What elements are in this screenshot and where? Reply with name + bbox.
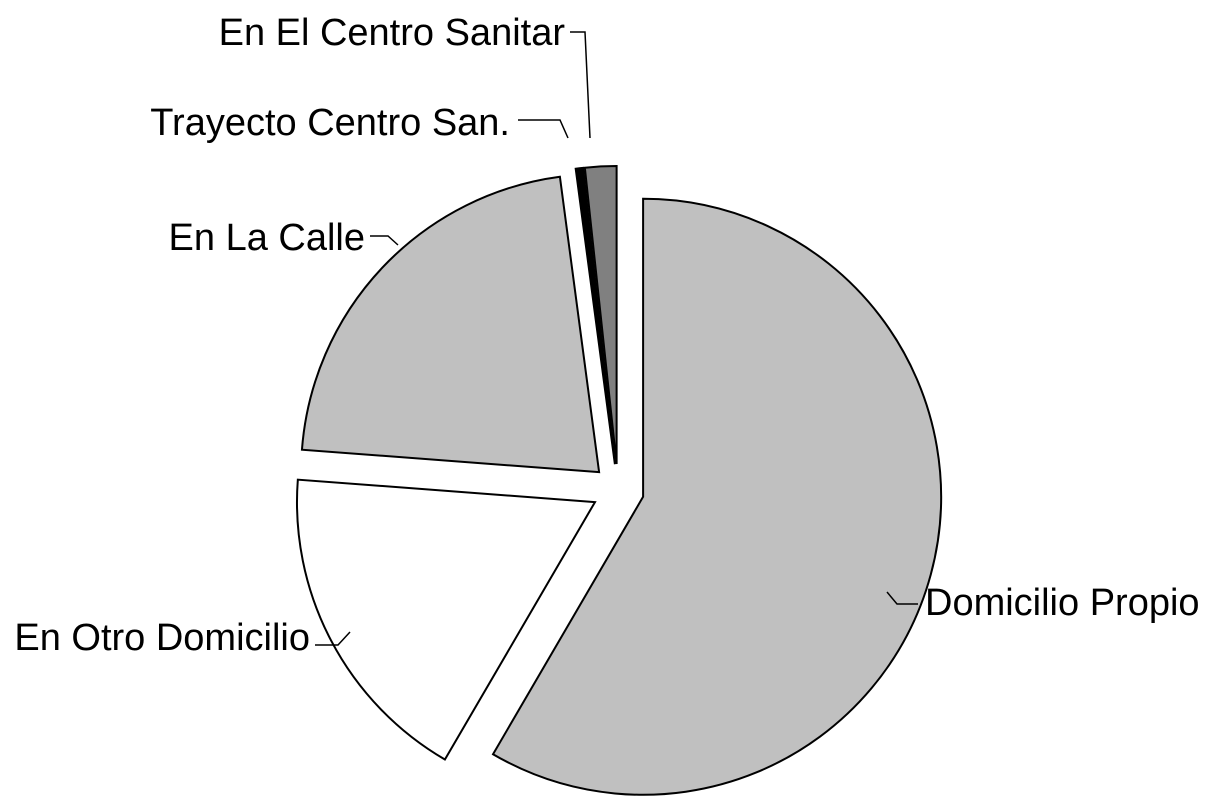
pie-slice [296, 478, 597, 761]
leader-line [518, 119, 569, 139]
slice-label: En La Calle [169, 217, 365, 259]
pie-slice [491, 197, 943, 796]
pie-slice [574, 166, 616, 465]
slice-label: En Otro Domicilio [14, 617, 310, 659]
slice-label: Trayecto Centro San. [150, 102, 510, 144]
leader-line [315, 631, 351, 646]
leader-line [886, 591, 918, 605]
slice-label: Domicilio Propio [925, 582, 1200, 624]
pie-slice [300, 175, 601, 474]
leader-line [570, 31, 591, 139]
slice-label: En El Centro Sanitar [219, 12, 566, 54]
leader-line [370, 235, 399, 246]
pie-slice [583, 165, 618, 465]
